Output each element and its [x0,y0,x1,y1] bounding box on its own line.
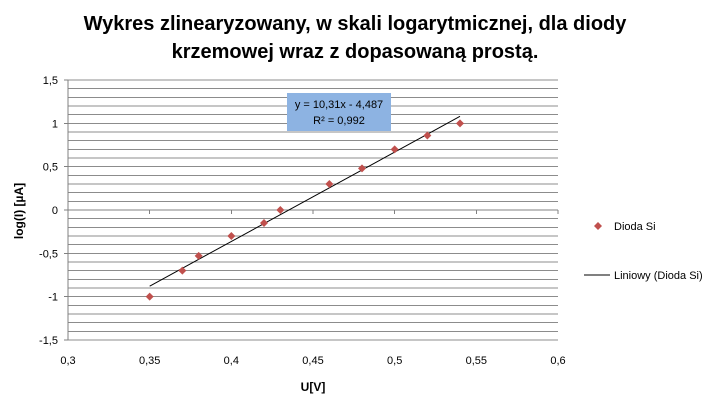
chart-title-line-1: Wykres zlinearyzowany, w skali logarytmi… [84,13,628,35]
x-tick-label: 0,6 [550,355,565,367]
legend: Dioda Si Liniowy (Dioda Si) [584,221,703,282]
axes [64,79,559,341]
x-tick-label: 0,4 [224,355,239,367]
legend-label-dioda-si: Dioda Si [614,221,656,233]
data-point [194,251,203,260]
y-tick-labels: 1,5 1 0,5 0 -0,5 -1 -1,5 [39,75,58,347]
x-tick-label: 0,3 [60,355,75,367]
x-tick-label: 0,35 [139,355,160,367]
gridlines [68,79,558,341]
x-tick-label: 0,45 [302,355,323,367]
y-tick-label: -0,5 [39,248,58,260]
legend-label-trendline: Liniowy (Dioda Si) [614,270,703,282]
y-tick-label: -1,5 [39,335,58,347]
data-point [145,292,154,301]
data-point [423,131,432,140]
r-squared-text: R² = 0,992 [313,115,365,127]
y-axis-title: log(I) [µA] [12,183,26,239]
data-point [456,119,464,128]
chart-title-line-2: krzemowej wraz z dopasowaną prostą. [172,41,539,63]
data-point [260,219,268,227]
data-point [276,206,285,214]
data-point [178,266,187,275]
trendline [149,115,461,287]
x-tick-label: 0,5 [387,355,402,367]
y-tick-label: -1 [48,292,58,304]
x-axis-title: U[V] [301,380,326,394]
equation-label: y = 10,31x - 4,487 R² = 0,992 [287,93,391,131]
legend-marker-dioda-si [594,222,602,230]
y-tick-label: 1 [52,118,58,130]
y-tick-label: 1,5 [43,75,58,87]
x-tick-label: 0,55 [466,355,487,367]
data-points [145,119,464,301]
data-point [390,145,399,154]
y-tick-label: 0,5 [43,162,58,174]
x-tick-labels: 0,3 0,35 0,4 0,45 0,5 0,55 0,6 [60,355,565,367]
y-tick-label: 0 [52,205,58,217]
equation-text: y = 10,31x - 4,487 [295,99,383,111]
equation-box [287,93,391,131]
data-point [358,164,366,173]
data-point [227,232,236,240]
data-point [325,180,334,188]
trendline-layer [149,115,461,287]
